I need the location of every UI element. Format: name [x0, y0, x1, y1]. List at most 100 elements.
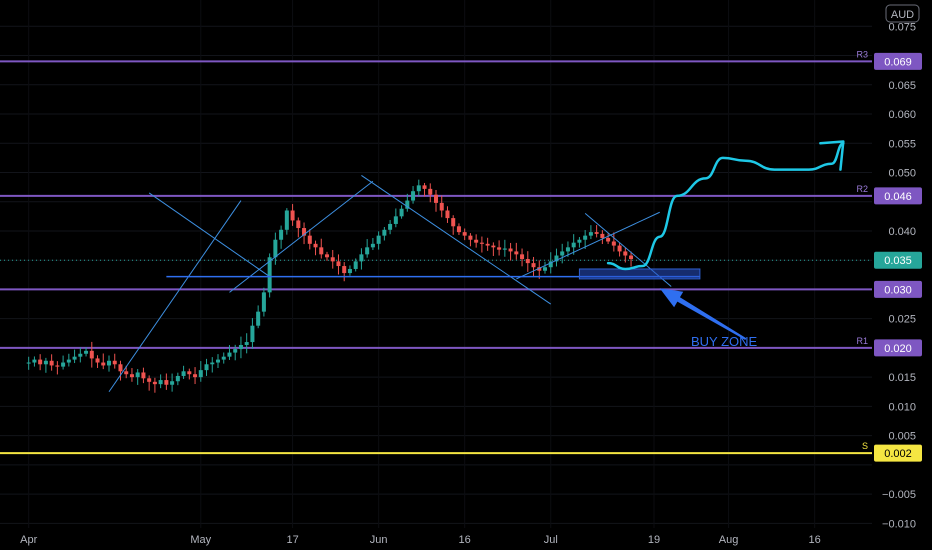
- candle-body: [542, 267, 548, 271]
- candle-body: [382, 229, 387, 236]
- candle-body: [49, 360, 54, 366]
- candle-body: [611, 241, 616, 246]
- candle-body: [525, 259, 530, 264]
- candle-body: [479, 242, 484, 244]
- candle-body: [106, 360, 112, 366]
- candle-body: [302, 228, 307, 236]
- y-tick-label: 0.055: [888, 138, 916, 150]
- y-tick-label: −0.010: [882, 518, 916, 530]
- buy-zone-arrow[interactable]: [659, 288, 747, 340]
- level-badge[interactable]: [874, 444, 922, 462]
- candle-body: [256, 311, 261, 326]
- trend-line[interactable]: [361, 175, 552, 305]
- candle-body: [497, 247, 502, 250]
- candle-body: [250, 325, 255, 343]
- candle-body: [26, 362, 31, 364]
- candle-body: [433, 194, 439, 203]
- candle-body: [336, 261, 341, 267]
- candle-body: [342, 266, 347, 274]
- candle-body: [66, 359, 71, 363]
- candle-body: [554, 255, 559, 262]
- candle-body: [411, 191, 416, 201]
- candle-body: [158, 380, 163, 385]
- price-axis[interactable]: AUD 0.075 0.065 0.060 0.055 0.050 0.040 0.025 0…: [882, 4, 920, 530]
- candle-body: [485, 243, 490, 246]
- y-tick-label: 0.040: [888, 226, 916, 238]
- candle-body: [594, 232, 599, 234]
- candle-body: [565, 247, 570, 252]
- level-badge[interactable]: [874, 52, 922, 70]
- y-tick-label: −0.005: [882, 489, 916, 501]
- annotations: BUY ZONE: [691, 334, 758, 349]
- candle-body: [439, 202, 444, 211]
- candle-body: [445, 210, 450, 219]
- trend-line[interactable]: [229, 180, 374, 293]
- candle-body: [193, 374, 198, 378]
- candle-body: [508, 248, 513, 252]
- candle-body: [577, 239, 582, 243]
- candle-body: [72, 356, 77, 360]
- candle-body: [491, 245, 496, 248]
- candle-body: [502, 248, 507, 250]
- x-tick-label: 16: [459, 534, 471, 546]
- candle-body: [32, 359, 37, 363]
- buy-zone-box[interactable]: [578, 268, 701, 280]
- candle-body: [388, 223, 393, 230]
- candle-body: [152, 381, 157, 385]
- candle-body: [330, 257, 335, 262]
- level-name: S: [862, 441, 868, 451]
- candle-body: [583, 235, 588, 240]
- candle-body: [204, 364, 209, 371]
- candle-body: [135, 372, 140, 378]
- candle-body: [531, 263, 536, 268]
- trend-line[interactable]: [516, 211, 660, 280]
- level-badge[interactable]: [874, 280, 922, 298]
- forecast-arrow-head: [819, 140, 845, 171]
- last-price-badge[interactable]: [874, 251, 922, 269]
- drawings[interactable]: [108, 140, 845, 393]
- level-badge-text: 0.046: [884, 191, 912, 203]
- candle-body: [261, 292, 266, 312]
- level-name: R2: [856, 184, 868, 194]
- x-tick-label: May: [190, 534, 211, 546]
- candle-body: [238, 344, 243, 350]
- candle-body: [112, 360, 117, 365]
- y-tick-label: 0.065: [888, 80, 916, 92]
- trend-line[interactable]: [148, 192, 270, 277]
- x-tick-label: Apr: [20, 534, 37, 546]
- currency-badge[interactable]: [885, 4, 920, 23]
- x-tick-label: 19: [648, 534, 660, 546]
- candle-body: [244, 342, 249, 345]
- candle-body: [38, 359, 43, 365]
- currency-label: AUD: [891, 9, 914, 21]
- forecast-path[interactable]: [606, 142, 845, 271]
- level-badge[interactable]: [874, 187, 922, 205]
- trend-line[interactable]: [108, 200, 242, 393]
- candle-body: [78, 353, 83, 357]
- candle-body: [617, 245, 622, 252]
- candle-body: [198, 370, 203, 378]
- time-axis[interactable]: Apr May 17 Jun 16 Jul 19 Aug 16: [20, 534, 821, 546]
- candle-body: [451, 218, 456, 227]
- candle-body: [376, 235, 381, 244]
- candle-body: [95, 358, 100, 363]
- candle-body: [623, 251, 628, 256]
- candle-body: [187, 371, 192, 375]
- candle-body: [606, 237, 611, 242]
- candle-body: [600, 233, 605, 238]
- candle-body: [456, 226, 461, 233]
- level-lines[interactable]: 0.069 R3 0.046 R2 0.030 0.020 R1 0.002 S 0.035: [0, 49, 922, 462]
- level-badge[interactable]: [874, 339, 922, 357]
- candle-body: [474, 239, 479, 243]
- candle-body: [290, 210, 295, 221]
- candle-body: [422, 185, 427, 189]
- candle-body: [215, 359, 221, 363]
- candle-body: [181, 371, 186, 376]
- level-name: R1: [856, 336, 868, 346]
- candle-body: [273, 239, 278, 258]
- candle-body: [399, 208, 404, 217]
- candle-body: [170, 381, 175, 385]
- candle-body: [175, 375, 180, 382]
